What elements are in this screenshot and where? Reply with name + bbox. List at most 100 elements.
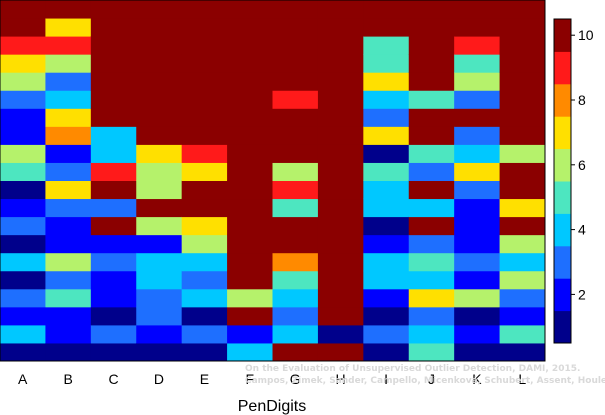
- heatmap-cell-I-18: [363, 36, 410, 55]
- watermark-line-2: Campos, Zimek, Sander, Campello, Micenko…: [245, 376, 605, 386]
- colorbar-segment-2: [554, 278, 571, 312]
- heatmap-cell-D-17: [136, 54, 183, 73]
- heatmap-cell-E-3: [181, 306, 228, 326]
- heatmap-cell-I-12: [363, 144, 410, 163]
- heatmap-cell-C-16: [90, 72, 137, 91]
- heatmap-cell-D-7: [136, 234, 183, 254]
- heatmap-cell-E-5: [181, 270, 228, 290]
- heatmap-cell-H-20: [317, 0, 364, 19]
- heatmap-cell-F-3: [227, 306, 273, 326]
- heatmap-cell-B-19: [45, 18, 92, 37]
- heatmap-cell-L-19: [499, 18, 546, 37]
- heatmap-cell-J-18: [408, 36, 455, 55]
- x-tick-label-C: C: [108, 371, 118, 387]
- heatmap-cell-J-8: [408, 216, 455, 236]
- heatmap-cell-D-12: [136, 144, 183, 163]
- colorbar-segment-1: [554, 310, 571, 344]
- heatmap-cell-I-8: [363, 216, 410, 236]
- heatmap-cell-A-8: [0, 216, 46, 236]
- heatmap-cell-L-5: [499, 270, 546, 290]
- heatmap-cell-I-7: [363, 234, 410, 254]
- heatmap-cell-H-2: [317, 324, 364, 344]
- heatmap-cell-D-18: [136, 36, 183, 55]
- heatmap-cell-G-7: [272, 234, 319, 254]
- heatmap-cell-G-18: [272, 36, 319, 55]
- heatmap-cell-B-6: [45, 252, 92, 272]
- heatmap-cell-C-9: [90, 198, 137, 218]
- heatmap-cell-J-3: [408, 306, 455, 326]
- x-tick-label-J: J: [428, 371, 435, 387]
- heatmap-cell-C-18: [90, 36, 137, 55]
- heatmap-cell-H-19: [317, 18, 364, 37]
- heatmap-cell-H-13: [317, 126, 364, 145]
- heatmap-cell-B-16: [45, 72, 92, 91]
- heatmap-cell-D-20: [136, 0, 183, 19]
- heatmap-cell-C-14: [90, 108, 137, 127]
- heatmap-cell-I-13: [363, 126, 410, 145]
- heatmap-cell-L-13: [499, 126, 546, 145]
- heatmap-cell-B-4: [45, 288, 92, 308]
- heatmap-cell-B-14: [45, 108, 92, 127]
- heatmap-cell-K-8: [454, 216, 501, 236]
- heatmap-cell-G-5: [272, 270, 319, 290]
- x-tick-labels: A B C D E F G H I J K L: [18, 371, 526, 387]
- heatmap-cell-C-5: [90, 270, 137, 290]
- heatmap-cell-L-3: [499, 306, 546, 326]
- heatmap-cell-C-13: [90, 126, 137, 145]
- colorbar: [553, 18, 572, 344]
- heatmap-cell-D-2: [136, 324, 183, 344]
- x-tick-label-A: A: [18, 371, 28, 387]
- heatmap-cell-A-9: [0, 198, 46, 218]
- heatmap-cell-J-17: [408, 54, 455, 73]
- heatmap-cell-F-13: [227, 126, 273, 145]
- heatmap-cell-I-5: [363, 270, 410, 290]
- heatmap-cell-E-10: [181, 180, 228, 200]
- heatmap-cell-F-10: [227, 180, 273, 200]
- x-tick-label-I: I: [384, 371, 388, 387]
- heatmap-cell-A-17: [0, 54, 46, 73]
- heatmap-cell-H-17: [317, 54, 364, 73]
- x-axis-title: PenDigits: [238, 398, 306, 415]
- heatmap-cell-D-13: [136, 126, 183, 145]
- heatmap-cell-F-20: [227, 0, 273, 19]
- colorbar-border: [553, 18, 572, 344]
- heatmap-cell-J-9: [408, 198, 455, 218]
- heatmap-cell-L-1: [499, 342, 546, 362]
- heatmap-cell-A-4: [0, 288, 46, 308]
- x-tick-label-L: L: [518, 371, 526, 387]
- heatmap-cell-H-3: [317, 306, 364, 326]
- heatmap-cell-E-1: [181, 342, 228, 362]
- heatmap-cell-B-8: [45, 216, 92, 236]
- heatmap-cell-L-10: [499, 180, 546, 200]
- heatmap-cell-D-15: [136, 90, 183, 109]
- heatmap-cell-D-14: [136, 108, 183, 127]
- heatmap-cell-B-17: [45, 54, 92, 73]
- heatmap-cell-G-13: [272, 126, 319, 145]
- heatmap-cell-K-7: [454, 234, 501, 254]
- heatmap-cell-E-12: [181, 144, 228, 163]
- heatmap-cell-E-2: [181, 324, 228, 344]
- heatmap-cell-J-15: [408, 90, 455, 109]
- heatmap-cell-K-10: [454, 180, 501, 200]
- heatmap-cell-D-4: [136, 288, 183, 308]
- heatmap-cell-K-15: [454, 90, 501, 109]
- colorbar-segment-5: [554, 181, 571, 214]
- colorbar-segment-9: [554, 51, 571, 85]
- heatmap-cell-E-15: [181, 90, 228, 109]
- heatmap-cell-B-12: [45, 144, 92, 163]
- heatmap-cell-A-15: [0, 90, 46, 109]
- heatmap-cell-I-19: [363, 18, 410, 37]
- heatmap-cell-B-15: [45, 90, 92, 109]
- heatmap-cell-A-19: [0, 18, 46, 37]
- colorbar-tick-label-6: 6: [578, 157, 586, 173]
- heatmap-cell-C-20: [90, 0, 137, 19]
- heatmap-cell-A-1: [0, 342, 46, 362]
- heatmap-cell-C-17: [90, 54, 137, 73]
- heatmap-cell-K-14: [454, 108, 501, 127]
- heatmap-cell-H-5: [317, 270, 364, 290]
- heatmap-cell-K-12: [454, 144, 501, 163]
- heatmap-cell-G-15: [272, 90, 319, 109]
- heatmap-cell-D-19: [136, 18, 183, 37]
- heatmap-cell-I-11: [363, 162, 410, 181]
- heatmap-cell-I-17: [363, 54, 410, 73]
